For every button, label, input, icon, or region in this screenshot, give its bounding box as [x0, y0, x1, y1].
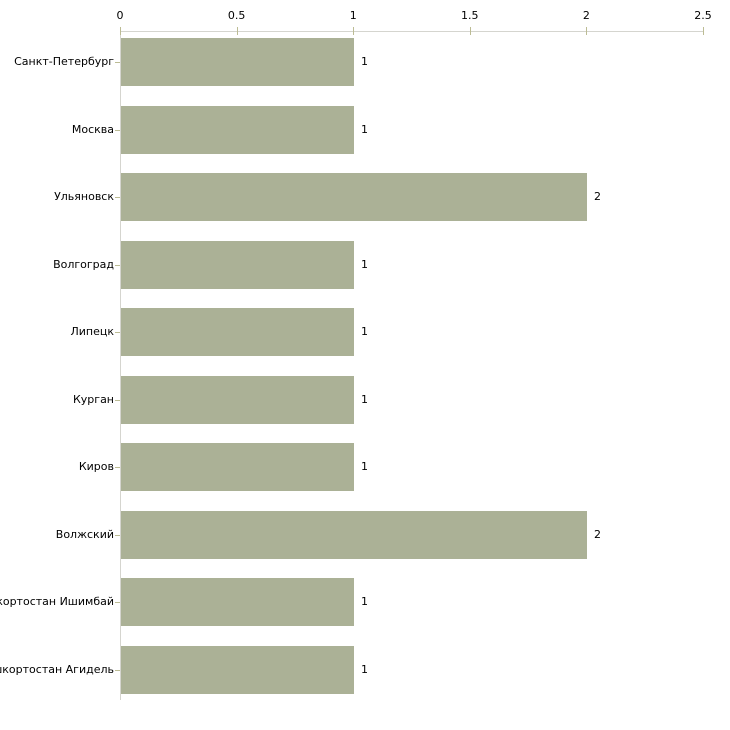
- bar-value-label: 1: [361, 460, 368, 473]
- category-tick: [115, 197, 120, 198]
- bar-value-label: 1: [361, 595, 368, 608]
- bar: [121, 105, 354, 154]
- bar: [121, 578, 354, 626]
- bar: [121, 510, 587, 559]
- bar: [121, 173, 587, 221]
- x-tick-label: 2: [582, 9, 590, 22]
- category-label: Липецк: [70, 325, 114, 338]
- category-tick: [115, 265, 120, 266]
- x-tick-label: 2.5: [694, 9, 712, 22]
- x-tick: [703, 27, 704, 35]
- category-tick: [115, 130, 120, 131]
- category-label: Башкортостан Ишимбай: [0, 595, 114, 608]
- bar: [121, 645, 354, 694]
- bar: [121, 308, 354, 356]
- bar-value-label: 1: [361, 122, 368, 136]
- bar-value-label: 1: [361, 257, 368, 271]
- category-tick: [115, 602, 120, 603]
- y-axis-line: [120, 31, 121, 700]
- category-label: Волгоград: [53, 257, 114, 271]
- x-axis-line: [120, 31, 704, 32]
- category-tick: [115, 467, 120, 468]
- category-label: Санкт-Петербург: [14, 55, 114, 68]
- category-tick: [115, 400, 120, 401]
- category-label: Киров: [78, 460, 114, 473]
- x-tick: [120, 27, 121, 35]
- x-tick-label: 0.5: [227, 9, 246, 22]
- bar-value-label: 1: [361, 662, 368, 676]
- x-tick: [353, 27, 354, 35]
- bar: [121, 38, 354, 86]
- x-tick-label: 0: [116, 9, 124, 22]
- bar-value-label: 1: [361, 392, 368, 406]
- bar-value-label: 1: [361, 325, 368, 338]
- category-label: Москва: [71, 122, 114, 136]
- category-label: Башкортостан Агидель: [0, 662, 114, 676]
- x-tick-label: 1: [349, 9, 357, 22]
- category-tick: [115, 535, 120, 536]
- x-tick-label: 1.5: [461, 9, 479, 22]
- category-tick: [115, 332, 120, 333]
- bar: [121, 375, 354, 424]
- bar: [121, 240, 354, 289]
- x-tick: [586, 27, 587, 35]
- category-tick: [115, 62, 120, 63]
- category-tick: [115, 670, 120, 671]
- category-label: Курган: [72, 392, 114, 406]
- x-tick: [237, 27, 238, 35]
- bar-value-label: 2: [594, 527, 601, 541]
- category-label: Волжский: [55, 527, 114, 541]
- bar-value-label: 2: [594, 190, 601, 203]
- bar: [121, 443, 354, 491]
- bar-value-label: 1: [361, 55, 368, 68]
- category-label: Ульяновск: [54, 190, 114, 203]
- x-tick: [470, 27, 471, 35]
